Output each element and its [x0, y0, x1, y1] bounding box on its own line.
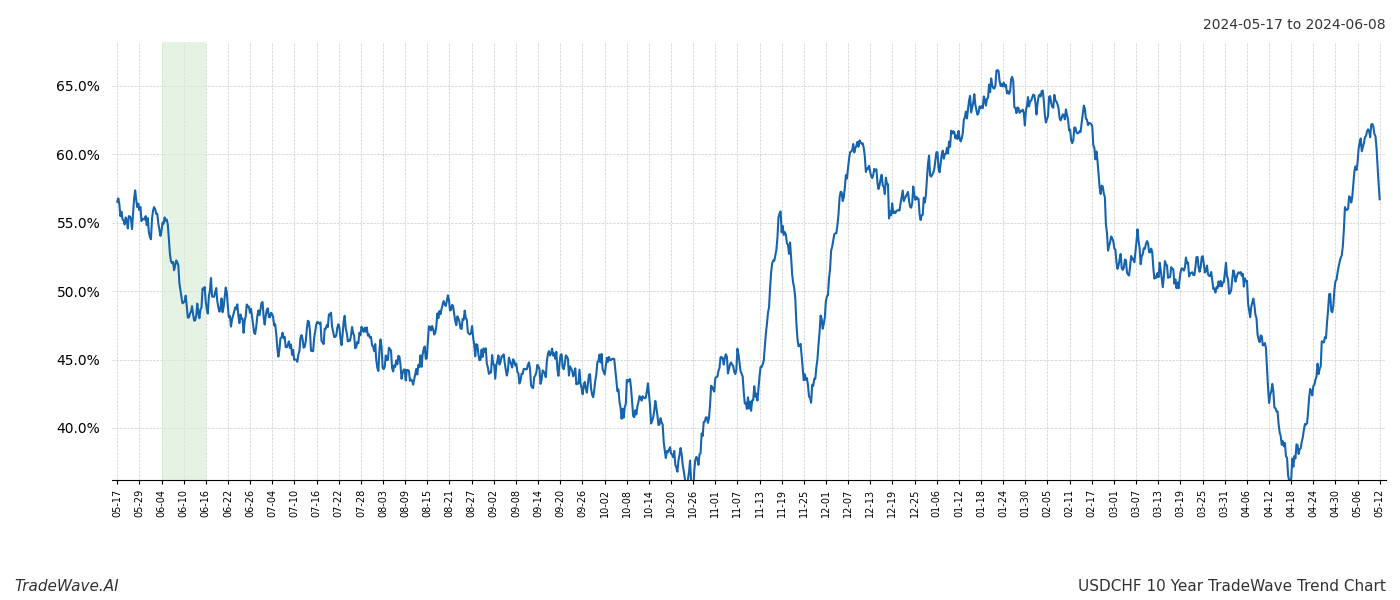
Bar — [161, 42, 206, 480]
Text: USDCHF 10 Year TradeWave Trend Chart: USDCHF 10 Year TradeWave Trend Chart — [1078, 579, 1386, 594]
Text: 2024-05-17 to 2024-06-08: 2024-05-17 to 2024-06-08 — [1204, 18, 1386, 32]
Text: TradeWave.AI: TradeWave.AI — [14, 579, 119, 594]
